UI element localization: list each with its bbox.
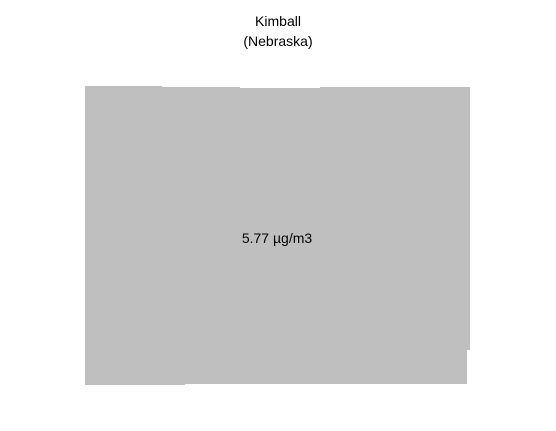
county-shape-kimball[interactable] bbox=[85, 86, 470, 385]
map-title-block: Kimball (Nebraska) bbox=[0, 11, 556, 51]
map-subtitle: (Nebraska) bbox=[243, 33, 313, 49]
county-value-label: 5.77 µg/m3 bbox=[242, 230, 313, 246]
map-title: Kimball bbox=[255, 13, 301, 29]
